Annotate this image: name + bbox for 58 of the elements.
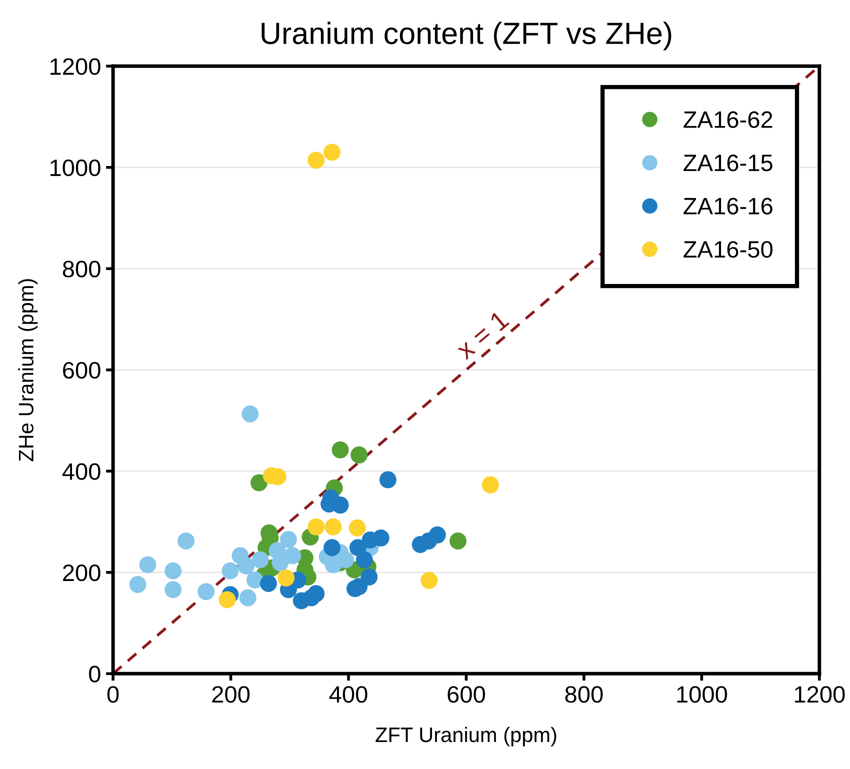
- point: [252, 551, 269, 568]
- legend-label: ZA16-50: [684, 241, 772, 258]
- point: [278, 569, 295, 586]
- x-tick-label: 1000: [677, 686, 728, 703]
- point: [222, 562, 239, 580]
- point: [449, 532, 466, 550]
- y-tick-label: 400: [62, 463, 100, 480]
- point: [272, 554, 289, 572]
- x-tick-label: 0: [107, 686, 119, 703]
- y-tick-label: 200: [63, 564, 100, 582]
- point: [129, 576, 146, 594]
- point: [372, 529, 390, 546]
- point: [198, 583, 215, 600]
- point: [308, 585, 325, 602]
- point: [332, 441, 349, 458]
- point: [280, 530, 297, 548]
- point: [242, 405, 259, 422]
- legend-label: ZA16-16: [684, 198, 772, 215]
- point: [360, 568, 378, 586]
- point: [139, 556, 156, 574]
- point: [324, 518, 342, 536]
- point: [350, 446, 368, 464]
- x-tick-label: 600: [448, 686, 485, 703]
- y-tick-label: 1000: [50, 159, 100, 176]
- x-axis-title: ZFT Uranium (ppm): [376, 726, 556, 746]
- y-axis-title: ZHe Uranium (ppm): [18, 279, 38, 462]
- point: [178, 532, 195, 550]
- point: [260, 575, 277, 592]
- point: [420, 572, 438, 589]
- point: [246, 571, 264, 588]
- point: [356, 551, 373, 568]
- y-tick-label: 600: [63, 362, 100, 379]
- point: [238, 557, 255, 574]
- point: [324, 539, 341, 556]
- point: [164, 562, 182, 580]
- x-tick-label: 1200: [794, 686, 845, 703]
- y-tick-label: 800: [62, 260, 100, 278]
- legend-label: ZA16-62: [684, 111, 772, 128]
- x-tick-label: 800: [565, 686, 603, 703]
- y-tick-label: 1200: [50, 58, 100, 75]
- y-tick-label: 0: [89, 666, 100, 682]
- point: [428, 526, 446, 544]
- point: [250, 474, 268, 492]
- point: [218, 591, 236, 608]
- annotation: x = 1: [454, 310, 510, 360]
- point: [348, 519, 366, 536]
- point: [324, 144, 341, 161]
- point: [308, 152, 325, 169]
- legend-label: ZA16-15: [684, 154, 772, 172]
- point: [164, 581, 182, 598]
- point: [482, 476, 499, 494]
- point: [379, 471, 396, 488]
- point: [308, 518, 325, 536]
- point: [239, 589, 256, 606]
- x-tick-label: 200: [212, 686, 250, 703]
- x-tick-label: 400: [329, 686, 368, 703]
- chart-title: Uranium content (ZFT vs ZHe): [262, 22, 672, 50]
- point: [284, 547, 302, 564]
